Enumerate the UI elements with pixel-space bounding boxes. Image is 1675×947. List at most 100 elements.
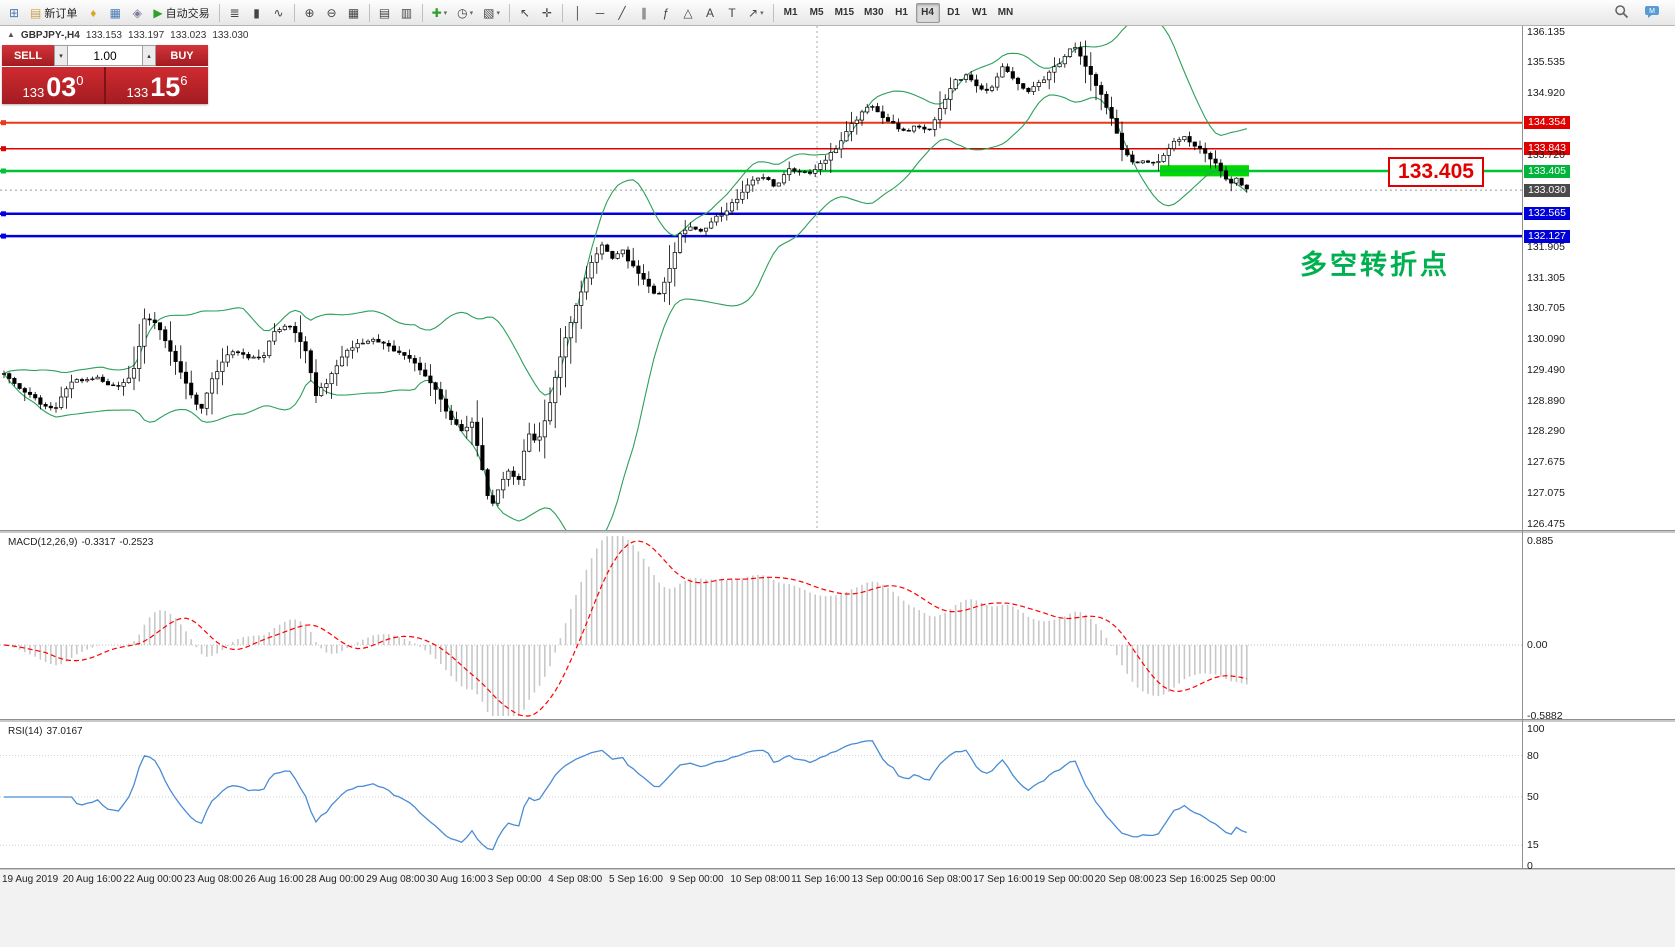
price-scale-label: 134.920 <box>1527 87 1565 100</box>
zoom-out-icon: ⊖ <box>326 5 337 20</box>
text-button[interactable]: A <box>700 3 720 23</box>
turning-point-annotation[interactable]: 多空转折点 <box>1300 250 1450 280</box>
timeframe-m1-button[interactable]: M1 <box>783 7 798 18</box>
volume-input[interactable] <box>68 45 142 66</box>
sell-button[interactable]: SELL <box>2 45 54 66</box>
timeframe-m30-button[interactable]: M30 <box>864 7 884 18</box>
candlestick-chart-button[interactable]: ▮ <box>247 3 267 23</box>
data-window-button[interactable]: ▦ <box>105 3 125 23</box>
volume-increase-button[interactable]: ▴ <box>142 45 156 66</box>
navigator-icon: ◈ <box>132 5 142 20</box>
time-axis-label: 29 Aug 08:00 <box>366 874 426 885</box>
price-scale-label: 128.890 <box>1527 394 1565 407</box>
rsi-scale-label: 80 <box>1527 749 1539 762</box>
chevron-down-icon: ▾ <box>496 9 501 17</box>
community-button[interactable]: M <box>1640 3 1664 23</box>
equidistant-channel-button[interactable]: ∥ <box>634 3 654 23</box>
tile-windows-button[interactable]: ▤ <box>375 3 395 23</box>
buy-price[interactable]: 133 15 6 <box>106 67 208 104</box>
one-click-trading-panel: SELL ▾ ▴ BUY 133 03 0 133 15 6 <box>2 45 208 104</box>
time-axis-label: 19 Aug 2019 <box>2 874 59 885</box>
time-axis-label: 22 Aug 00:00 <box>123 874 183 885</box>
zoom-in-button[interactable]: ⊕ <box>300 3 320 23</box>
time-axis-label: 3 Sep 00:00 <box>487 874 542 885</box>
search-button[interactable] <box>1610 3 1633 23</box>
sell-price[interactable]: 133 03 0 <box>2 67 104 104</box>
arrows-button[interactable]: ↗ ▾ <box>744 3 768 23</box>
price-scale-label: 133.843 <box>1524 142 1570 156</box>
autotrading-button[interactable]: ▶ 自动交易 <box>149 3 213 23</box>
navigator-button[interactable]: ◈ <box>127 3 147 23</box>
volume-decrease-button[interactable]: ▾ <box>54 45 68 66</box>
shapes-button[interactable]: △ <box>678 3 698 23</box>
time-axis-label: 23 Aug 08:00 <box>184 874 244 885</box>
templates-button[interactable]: ▧ ▾ <box>479 3 504 23</box>
grid-button[interactable]: ▦ <box>344 3 364 23</box>
time-axis[interactable]: 19 Aug 2019 20 Aug 16:00 22 Aug 00:00 23 Au… <box>0 870 1675 947</box>
macd-signal-line <box>3 540 1247 717</box>
vertical-line-icon: │ <box>574 5 582 20</box>
cursor-button[interactable]: ↖ <box>515 3 535 23</box>
price-level-callout[interactable]: 133.405 <box>1388 157 1484 187</box>
price-scale-label: 133.720 <box>1527 148 1565 161</box>
toolbar-separator <box>421 3 423 22</box>
cascade-windows-button[interactable]: ▥ <box>397 3 417 23</box>
main-chart-canvas[interactable] <box>0 16 1522 557</box>
candlestick-chart-icon: ▮ <box>253 5 260 20</box>
time-axis-label: 10 Sep 08:00 <box>730 874 790 885</box>
horizontal-line-button[interactable]: ─ <box>590 3 610 23</box>
text-label-icon: T <box>728 5 736 20</box>
vertical-line-button[interactable]: │ <box>568 3 588 23</box>
timeframe-d1-button[interactable]: D1 <box>947 7 960 18</box>
grid-icon: ▦ <box>347 5 360 20</box>
timeframe-h4-button[interactable]: H4 <box>915 2 940 23</box>
rsi-indicator-label: RSI(14) 37.0167 <box>8 726 87 737</box>
macd-panel-canvas[interactable] <box>0 533 1522 719</box>
new-chart-button[interactable]: ⊞ <box>4 3 24 23</box>
tile-windows-icon: ▤ <box>378 5 391 20</box>
toolbar-separator <box>772 3 774 22</box>
timeframe-h1-button[interactable]: H1 <box>895 7 908 18</box>
market-watch-button[interactable]: ♦ <box>83 3 103 23</box>
time-axis-label: 20 Sep 08:00 <box>1094 874 1155 885</box>
trendline-button[interactable]: ╱ <box>612 3 632 23</box>
price-axis-border <box>1522 26 1523 868</box>
fibonacci-button[interactable]: ƒ <box>656 3 676 23</box>
timeframe-mn-button[interactable]: MN <box>997 7 1014 18</box>
svg-text:M: M <box>1649 8 1655 15</box>
buy-button[interactable]: BUY <box>156 45 208 66</box>
rsi-line <box>4 740 1248 851</box>
rsi-name: RSI(14) <box>8 726 43 737</box>
level-handle <box>1 168 6 174</box>
timeframe-m5-button[interactable]: M5 <box>809 7 824 18</box>
sell-price-sup: 0 <box>76 73 84 88</box>
timeframe-m15-button[interactable]: M15 <box>834 7 855 18</box>
rsi-panel-canvas[interactable] <box>0 722 1522 868</box>
new-order-icon: ▤ <box>30 5 42 20</box>
new-order-button[interactable]: ▤ 新订单 <box>26 3 81 23</box>
crosshair-button[interactable]: ✛ <box>537 3 557 23</box>
toolbar-separator <box>218 3 220 22</box>
level-handle <box>1 120 6 126</box>
indicators-button[interactable]: ✚ ▾ <box>428 3 452 23</box>
text-label-button[interactable]: T <box>722 3 742 23</box>
bollinger-lower-band <box>3 94 1248 557</box>
macd-scale-label: 0.885 <box>1527 535 1554 547</box>
panel-separator[interactable] <box>0 530 1675 533</box>
timeframe-w1-button[interactable]: W1 <box>972 7 987 18</box>
rsi-scale-label: 50 <box>1527 791 1539 803</box>
zoom-out-button[interactable]: ⊖ <box>322 3 342 23</box>
tick-direction-icon: ▲ <box>7 30 15 39</box>
price-scale-label: 135.535 <box>1527 56 1565 69</box>
toolbar-right-group: M <box>1609 0 1665 26</box>
periods-button[interactable]: ◷ ▾ <box>453 3 477 23</box>
fibonacci-icon: ƒ <box>662 5 670 20</box>
macd-scale-label: 0.00 <box>1527 639 1548 651</box>
buy-price-big: 133 <box>126 85 149 100</box>
bar-chart-button[interactable]: ≣ <box>225 3 245 23</box>
line-chart-button[interactable]: ∿ <box>269 3 289 23</box>
toolbar-separator <box>368 3 370 22</box>
panel-separator[interactable] <box>0 719 1675 722</box>
ohlc-open: 133.153 <box>85 30 122 41</box>
